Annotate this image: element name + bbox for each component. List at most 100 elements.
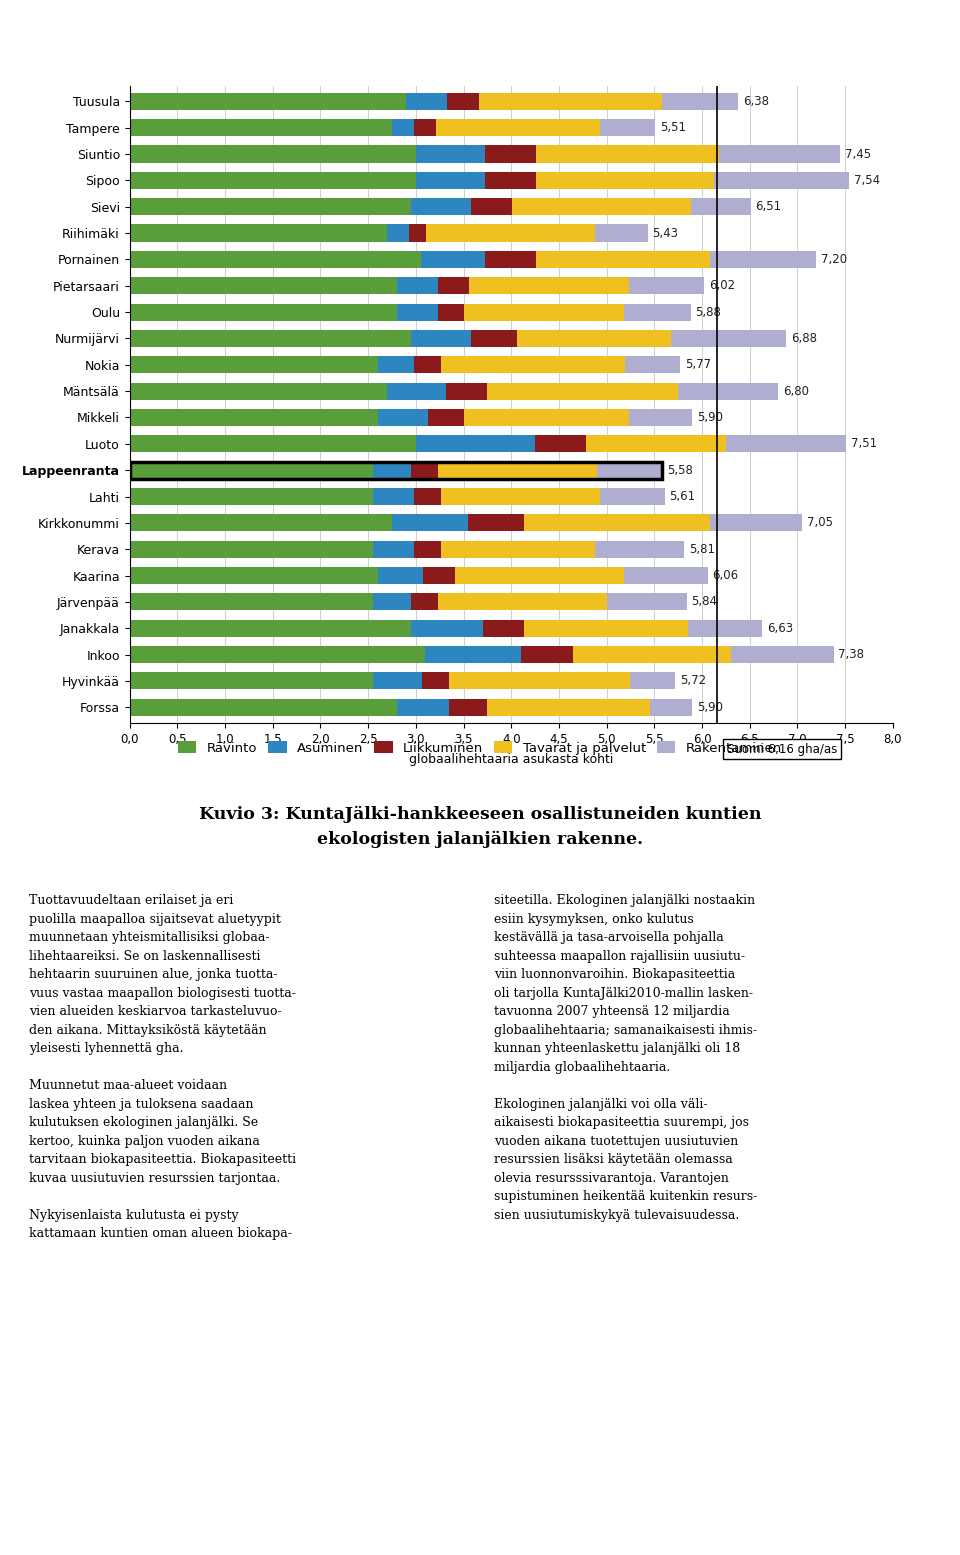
Bar — [130, 171, 416, 188]
Text: Tuottavuudeltaan erilaiset ja eri
puolilla maapalloa sijaitsevat aluetyypit
muun: Tuottavuudeltaan erilaiset ja eri puolil… — [29, 894, 296, 1241]
Text: LAPPEENRANTALAISEN EKOLOGINEN JALANJÄLKI | 3: LAPPEENRANTALAISEN EKOLOGINEN JALANJÄLKI… — [520, 1522, 931, 1538]
Bar — [130, 594, 372, 611]
Text: 6,51: 6,51 — [756, 201, 781, 213]
Bar — [687, 620, 762, 638]
Bar — [597, 462, 662, 479]
Bar — [595, 541, 684, 558]
Text: 5,58: 5,58 — [666, 463, 692, 477]
Bar — [372, 541, 414, 558]
Bar — [471, 197, 512, 215]
Bar — [416, 171, 486, 188]
Bar — [411, 594, 438, 611]
Bar — [387, 383, 446, 400]
Bar — [471, 330, 516, 347]
Bar — [650, 698, 692, 715]
Bar — [411, 197, 471, 215]
Bar — [479, 93, 662, 110]
Bar — [130, 277, 396, 294]
Bar — [586, 435, 726, 453]
Bar — [130, 409, 377, 426]
Bar — [468, 515, 523, 532]
Bar — [488, 383, 678, 400]
Bar — [377, 568, 423, 585]
Bar — [465, 409, 629, 426]
Bar — [488, 698, 650, 715]
Bar — [130, 698, 396, 715]
Bar — [411, 462, 438, 479]
Bar — [130, 250, 420, 267]
Bar — [438, 594, 607, 611]
Bar — [523, 515, 709, 532]
Bar — [130, 462, 372, 479]
Text: 5,90: 5,90 — [697, 411, 723, 425]
Bar — [130, 488, 372, 505]
Bar — [719, 146, 840, 163]
Bar — [414, 356, 441, 373]
Bar — [130, 197, 411, 215]
Bar — [436, 120, 600, 137]
Text: 5,84: 5,84 — [691, 596, 717, 608]
Bar — [416, 435, 535, 453]
Bar — [486, 146, 536, 163]
Bar — [130, 645, 425, 662]
Bar — [678, 383, 779, 400]
Bar — [423, 568, 455, 585]
Bar — [372, 488, 414, 505]
Bar — [377, 409, 428, 426]
Bar — [130, 93, 406, 110]
Text: 7,51: 7,51 — [851, 437, 876, 451]
Text: 7,38: 7,38 — [838, 648, 864, 661]
Bar — [130, 515, 392, 532]
Bar — [516, 330, 671, 347]
Text: Suomi 6,16 gha/as: Suomi 6,16 gha/as — [727, 743, 837, 756]
Text: 7,20: 7,20 — [821, 253, 848, 266]
Bar — [414, 541, 441, 558]
Bar — [414, 120, 436, 137]
Bar — [438, 462, 597, 479]
Bar — [447, 93, 479, 110]
Bar — [607, 594, 686, 611]
Bar — [372, 462, 411, 479]
Bar — [595, 224, 648, 241]
Bar — [486, 171, 536, 188]
Bar — [629, 277, 704, 294]
Bar — [377, 356, 414, 373]
Text: 5,88: 5,88 — [695, 306, 721, 319]
Bar — [520, 645, 573, 662]
Bar — [422, 672, 449, 689]
Bar — [671, 330, 786, 347]
Bar — [414, 488, 441, 505]
Bar — [709, 250, 816, 267]
Text: 6,88: 6,88 — [791, 331, 817, 345]
Bar — [536, 146, 719, 163]
Bar — [387, 224, 409, 241]
Bar — [130, 224, 387, 241]
Text: 6,06: 6,06 — [712, 569, 738, 582]
Bar — [624, 303, 690, 320]
Bar — [426, 224, 595, 241]
Bar — [483, 620, 523, 638]
Text: 5,77: 5,77 — [684, 358, 711, 372]
Bar — [486, 250, 536, 267]
Bar — [392, 120, 414, 137]
Bar — [465, 303, 624, 320]
Text: 6,02: 6,02 — [708, 280, 734, 292]
Bar — [573, 645, 731, 662]
Bar — [130, 435, 416, 453]
Bar — [523, 620, 687, 638]
Bar — [535, 435, 586, 453]
Bar — [130, 568, 377, 585]
Text: 5,72: 5,72 — [680, 675, 707, 687]
Bar — [726, 435, 846, 453]
Bar — [130, 383, 387, 400]
Text: 5,90: 5,90 — [697, 701, 723, 714]
Text: 7,54: 7,54 — [853, 174, 879, 187]
Bar — [428, 409, 465, 426]
Bar — [372, 594, 411, 611]
Bar — [455, 568, 624, 585]
Bar — [600, 488, 664, 505]
Bar — [731, 645, 833, 662]
Bar — [536, 171, 714, 188]
Bar — [130, 330, 411, 347]
Bar — [406, 93, 447, 110]
